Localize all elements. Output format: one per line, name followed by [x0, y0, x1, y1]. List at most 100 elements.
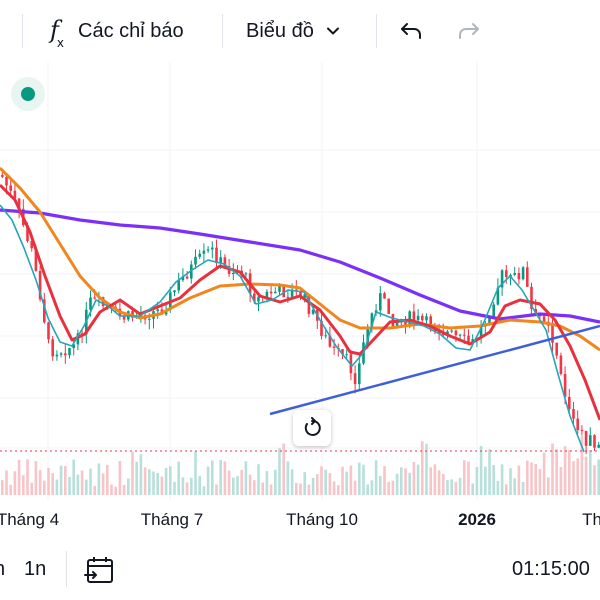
volume-bar — [404, 468, 407, 495]
volume-bar — [30, 482, 33, 495]
volume-bar — [370, 480, 374, 495]
volume-bar — [475, 467, 479, 495]
volume-bar — [85, 479, 88, 495]
market-status-indicator[interactable] — [11, 77, 45, 111]
redo-icon — [459, 23, 479, 39]
candle-body — [211, 247, 214, 250]
volume-bar — [295, 482, 298, 495]
candle-body — [278, 286, 281, 292]
volume-bar — [43, 480, 46, 495]
calendar-range-icon[interactable] — [84, 554, 116, 586]
volume-bar — [244, 461, 248, 495]
volume-bar — [51, 473, 54, 495]
volume-bar — [118, 460, 122, 495]
volume-bar — [442, 473, 445, 495]
candle-body — [572, 409, 575, 419]
candle-body — [299, 290, 302, 298]
candle-body — [366, 327, 369, 343]
candle-body — [517, 273, 521, 280]
volume-bar — [387, 481, 390, 495]
undo-button[interactable] — [398, 0, 424, 62]
volume-bar — [341, 466, 344, 495]
candle-body — [563, 373, 567, 397]
x-tick-label: Th — [582, 510, 600, 529]
candle-body — [286, 296, 290, 298]
volume-bar — [34, 461, 38, 495]
interval-option[interactable]: n — [0, 558, 5, 581]
volume-bar — [286, 461, 290, 495]
candle-body — [34, 248, 38, 271]
volume-bar — [290, 469, 294, 495]
toolbar-divider — [222, 14, 223, 48]
candle-body — [412, 311, 416, 321]
candle-body — [555, 342, 558, 356]
x-tick-label: Tháng 4 — [0, 510, 59, 529]
volume-bar — [484, 466, 487, 495]
bottom-divider — [66, 551, 67, 587]
volume-bar — [89, 468, 92, 495]
volume-bar — [366, 484, 369, 495]
candle-body — [253, 293, 256, 302]
candle-body — [181, 276, 185, 281]
candle-body — [320, 320, 323, 336]
candle-body — [206, 249, 210, 251]
candle-body — [185, 276, 189, 279]
ma-teal-line — [0, 204, 585, 453]
candle-body — [568, 396, 571, 410]
volume-bar — [379, 475, 382, 495]
volume-bar — [152, 471, 155, 495]
volume-bar — [320, 466, 323, 495]
volume-bar — [353, 480, 357, 495]
volume-bar — [433, 464, 437, 495]
price-chart[interactable]: Tháng 4 Tháng 7 Tháng 10 2026 Th — [0, 62, 600, 540]
candle-body — [458, 334, 462, 336]
volume-bar — [198, 476, 201, 495]
volume-bar — [160, 476, 164, 495]
candle-body — [64, 353, 67, 356]
volume-bar — [236, 476, 239, 495]
volume-bar — [257, 464, 260, 495]
volume-bar — [580, 435, 584, 495]
candle-body — [223, 257, 227, 267]
volume-bar — [349, 465, 353, 495]
candle-body — [215, 247, 218, 264]
volume-bar — [282, 443, 285, 495]
volume-bar — [219, 459, 222, 495]
ma-orange-line — [0, 166, 600, 352]
volume-bar — [589, 450, 592, 495]
candle-body — [492, 304, 495, 318]
trendline[interactable] — [269, 324, 600, 416]
candle-body — [391, 313, 395, 327]
volume-bar — [17, 459, 21, 495]
redo-button[interactable] — [456, 0, 482, 62]
volume-bar — [135, 461, 138, 495]
candle-body — [551, 325, 554, 343]
candle-body — [467, 335, 470, 344]
volume-bar — [59, 465, 63, 495]
volume-bar — [26, 459, 29, 495]
candle-body — [526, 267, 529, 287]
volume-bar — [513, 478, 516, 495]
reset-chart-button[interactable] — [293, 410, 331, 446]
candle-body — [429, 316, 432, 329]
volume-bar — [328, 473, 332, 495]
indicators-label: Các chỉ báo — [78, 19, 184, 42]
volume-bar — [324, 469, 327, 495]
indicators-button[interactable]: fx Các chỉ báo — [50, 0, 184, 62]
volume-bar — [412, 461, 416, 495]
candle-body — [194, 256, 197, 265]
interval-1n-button[interactable]: 1n — [24, 558, 47, 580]
volume-bar — [496, 481, 500, 495]
fx-icon: fx — [50, 15, 64, 51]
status-dot-icon — [21, 87, 35, 101]
ma-purple-line — [0, 208, 600, 324]
volume-bar — [450, 479, 453, 495]
candle-body — [383, 293, 386, 299]
volume-bar — [206, 466, 210, 495]
chart-type-button[interactable]: Biểu đồ — [246, 0, 340, 62]
candle-body — [496, 287, 500, 305]
volume-bar — [408, 472, 411, 495]
volume-bar — [5, 470, 8, 495]
volume-bar — [240, 469, 243, 495]
volume-bar — [143, 467, 147, 495]
